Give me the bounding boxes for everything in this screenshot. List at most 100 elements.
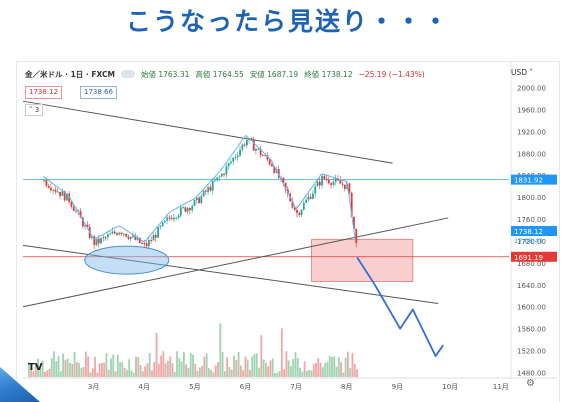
volume-bar [214,365,217,377]
volume-bar [260,335,263,377]
candle-body [325,178,328,180]
x-tick-label: 11月 [493,383,509,391]
candle-body [350,192,353,217]
currency-select[interactable]: USD ˅ [511,68,534,77]
candle-body [148,240,150,247]
y-tick-label: 1760.00 [517,216,546,224]
candle-body [127,236,130,239]
candle-body [211,180,214,191]
price-tag [511,251,557,262]
volume-bar [151,370,153,377]
candle-body [132,235,134,237]
volume-bar [176,351,178,377]
volume-bar [171,363,174,377]
volume-bar [221,352,224,377]
candle-body [220,173,223,177]
volume-bar [258,367,260,377]
volume-bar [119,362,121,377]
candle-body [138,237,141,243]
volume-bar [337,357,340,377]
volume-bar [287,360,290,377]
volume-bar [37,358,39,377]
candle-body [332,181,335,185]
candle-body [59,191,61,196]
gear-icon[interactable]: ⚙ [526,378,535,389]
price-tag [511,174,557,185]
volume-bar [107,369,110,377]
candle-body [54,189,57,192]
volume-bar [155,332,158,377]
candle-body [293,207,296,210]
candle-body [243,144,246,146]
volume-bar [196,371,199,377]
volume-bar [278,371,281,377]
volume-bar [274,372,276,377]
y-tick-label: 1520.00 [517,348,546,356]
candle-body [348,183,351,193]
volume-bar [192,354,194,377]
candle-body [184,207,187,212]
volume-bar [301,371,304,377]
candle-body [56,191,59,193]
volume-bar [82,367,85,377]
volume-bar [50,358,53,377]
volume-bar [144,366,147,377]
chart-frame: 2000.001960.001920.001880.001840.001800.… [17,62,559,402]
y-tick-label: 1480.00 [517,370,546,378]
price-chart[interactable]: 2000.001960.001920.001880.001840.001800.… [17,62,559,402]
volume-bar [73,351,76,377]
y-tick-label: 1720.00 [517,238,546,246]
candle-body [72,206,75,211]
candle-body [216,177,219,181]
symbol-label[interactable]: 金／米ドル · 1日 · FXCM [25,69,115,79]
candle-body [318,181,321,186]
volume-bar [208,368,210,377]
candle-body [122,233,125,235]
candle-body [255,148,257,151]
volume-bar [96,372,99,377]
candle-body [241,144,244,150]
ask-price-box[interactable]: 1738.66 [80,86,117,99]
candle-body [316,181,319,187]
candle-body [70,202,73,207]
candle-body [195,197,198,201]
candle-body [97,238,100,244]
close-value: 終値 1738.12 [304,69,353,79]
candle-body [109,233,112,235]
candle-body [341,183,344,185]
volume-bar [203,356,206,377]
volume-bar [157,363,160,377]
candle-body [209,187,212,191]
support-ellipse [84,245,170,275]
x-tick-label: 10月 [442,383,458,391]
price-tag-label: 1691.19 [514,254,543,262]
volume-bar [66,358,69,377]
candle-body [79,211,82,218]
volume-bar [64,359,67,377]
candle-body [111,231,114,234]
candle-body [282,177,285,183]
volume-bar [262,359,265,377]
volume-bar [331,356,333,377]
candle-body [173,217,175,220]
volume-bar [180,361,183,377]
volume-bar [276,372,279,377]
volume-bar [267,366,270,377]
volume-bar [269,360,272,377]
candle-body [334,178,337,182]
volume-bar [189,353,192,377]
candle-body [236,155,239,158]
candle-body [277,169,280,178]
volume-bar [123,367,126,377]
volume-bar [116,354,119,377]
volume-bar [246,359,249,377]
volume-bar [351,353,354,377]
volume-bar [244,356,247,377]
candle-body [104,237,107,239]
volume-bar [228,366,231,377]
bid-price-box[interactable]: 1738.12 [25,86,62,99]
candle-body [47,185,50,188]
volume-bar [223,371,226,377]
y-tick-label: 1960.00 [517,106,546,114]
indicator-toggle[interactable]: ˅ 3 [25,104,44,116]
